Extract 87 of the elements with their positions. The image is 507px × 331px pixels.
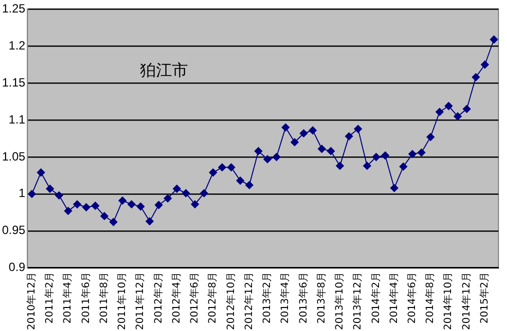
point <box>64 206 72 215</box>
x-tick-label: 2014年10月 <box>442 272 454 330</box>
point <box>182 189 190 198</box>
x-tick-label: 2012年6月 <box>188 272 201 324</box>
y-tick-label: 0.9 <box>8 260 26 274</box>
x-tick-label: 2011年8月 <box>98 272 110 324</box>
x-tick-label: 2012年12月 <box>242 272 255 330</box>
point <box>91 202 100 210</box>
point <box>480 60 489 69</box>
point <box>399 162 408 171</box>
y-tick-label: 1.2 <box>8 38 26 52</box>
x-tick-label: 2015年2月 <box>478 272 490 324</box>
x-tick-label: 2014年12月 <box>460 272 472 330</box>
x-tick-label: 2014年6月 <box>406 272 418 324</box>
x-tick-label: 2011年12月 <box>134 272 146 330</box>
point <box>100 212 108 220</box>
point <box>282 123 290 132</box>
point <box>109 218 118 226</box>
point <box>236 176 244 185</box>
point <box>73 200 82 208</box>
point <box>146 217 154 226</box>
point <box>444 102 453 110</box>
point <box>272 152 281 161</box>
point <box>118 196 126 205</box>
point <box>472 73 480 82</box>
point <box>154 201 163 210</box>
point <box>354 124 362 133</box>
x-tick-label: 2010年12月 <box>25 272 38 330</box>
point <box>28 190 36 198</box>
y-tick-label: 1.1 <box>8 112 26 126</box>
point <box>381 152 390 160</box>
point <box>326 147 335 156</box>
point <box>372 152 380 161</box>
point <box>263 155 272 164</box>
x-tick-label: 2013年10月 <box>334 272 346 330</box>
point <box>363 162 372 170</box>
point <box>454 112 462 120</box>
point <box>308 126 317 134</box>
x-tick-label: 2013年4月 <box>279 272 292 324</box>
x-tick-label: 2014年2月 <box>370 272 382 324</box>
point <box>426 133 435 142</box>
point <box>318 144 326 153</box>
y-tick-label: 1.15 <box>2 75 26 90</box>
point <box>462 104 471 113</box>
text: 狛江市 <box>140 60 188 80</box>
y-tick-label: 0.95 <box>2 223 26 238</box>
point <box>218 163 226 172</box>
x-tick-label: 2011年10月 <box>116 272 128 330</box>
point <box>164 194 172 202</box>
point <box>290 138 299 146</box>
point <box>55 191 64 200</box>
x-tick-label: 2012年10月 <box>224 272 237 330</box>
point <box>209 168 218 177</box>
point <box>300 129 308 138</box>
point <box>336 162 344 170</box>
point <box>390 184 398 192</box>
x-tick-label: 2011年6月 <box>80 272 92 324</box>
x-tick-label: 2013年6月 <box>297 272 310 324</box>
point <box>82 203 90 212</box>
point <box>36 168 45 177</box>
y-tick-label: 1.25 <box>2 2 26 16</box>
x-tick-label: 2012年4月 <box>170 272 182 324</box>
x-tick-label: 2013年12月 <box>352 272 364 330</box>
point <box>408 150 416 158</box>
point <box>254 147 262 156</box>
x-tick-label: 2013年2月 <box>261 272 274 324</box>
point <box>490 35 498 44</box>
x-tick-label: 2012年8月 <box>206 272 219 324</box>
point <box>245 181 254 190</box>
point <box>200 189 208 198</box>
point <box>172 184 181 193</box>
point <box>436 108 444 116</box>
y-tick-label: 1 <box>18 186 26 200</box>
point <box>344 132 353 140</box>
point <box>227 163 236 172</box>
point <box>190 200 199 208</box>
y-tick-label: 1.05 <box>2 149 26 164</box>
x-tick-label: 2014年4月 <box>388 272 400 324</box>
point <box>136 202 145 210</box>
point <box>417 148 426 157</box>
x-tick-label: 2012年2月 <box>152 272 164 324</box>
x-tick-label: 2011年2月 <box>44 272 56 324</box>
x-tick-label: 2011年4月 <box>62 272 74 324</box>
x-tick-label: 2014年8月 <box>424 272 436 324</box>
point <box>46 184 54 193</box>
x-tick-label: 2013年8月 <box>315 272 328 324</box>
point <box>128 200 136 208</box>
